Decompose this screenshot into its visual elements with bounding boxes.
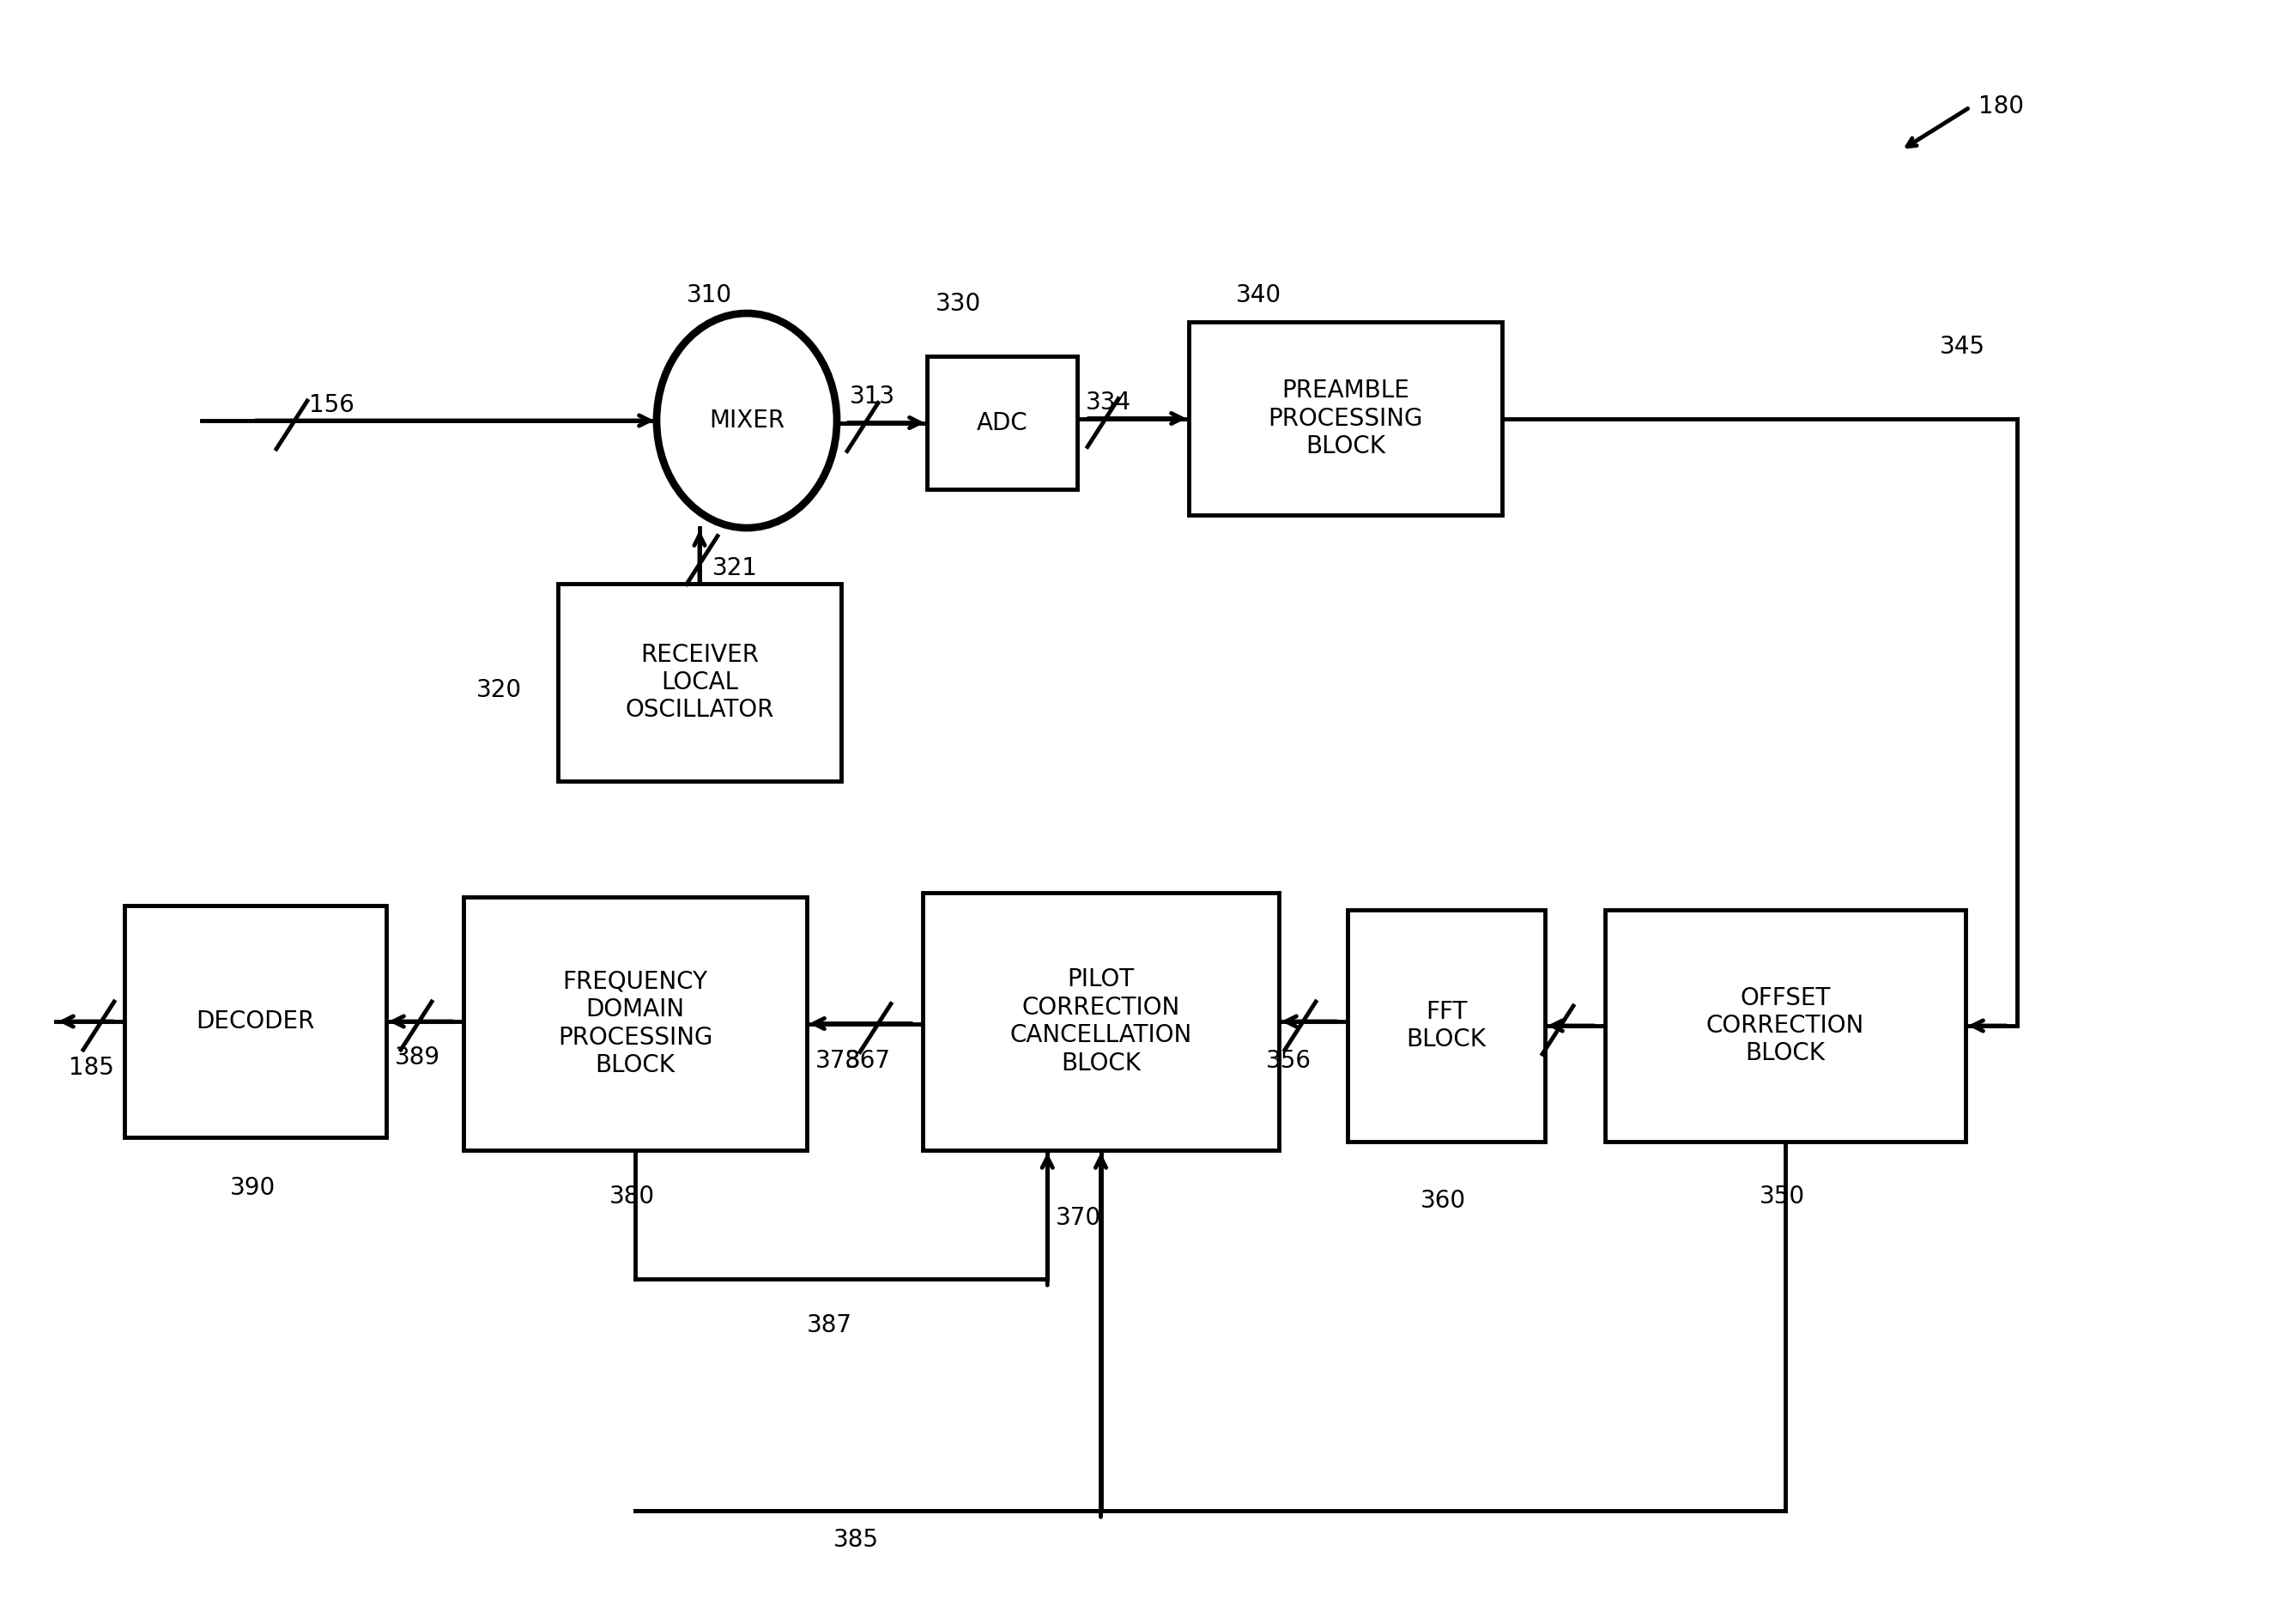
- Text: 380: 380: [608, 1184, 654, 1209]
- Text: 360: 360: [1421, 1189, 1467, 1214]
- Text: 378: 378: [815, 1048, 861, 1073]
- Text: FREQUENCY
DOMAIN
PROCESSING
BLOCK: FREQUENCY DOMAIN PROCESSING BLOCK: [558, 969, 712, 1078]
- Text: 345: 345: [1940, 335, 1986, 359]
- Text: OFFSET
CORRECTION
BLOCK: OFFSET CORRECTION BLOCK: [1706, 985, 1864, 1066]
- Bar: [923, 893, 1279, 1150]
- Text: 156: 156: [310, 393, 354, 417]
- Text: 321: 321: [712, 557, 758, 581]
- Bar: [558, 584, 840, 781]
- Text: DECODER: DECODER: [195, 1010, 315, 1034]
- Bar: [928, 356, 1077, 489]
- Text: 310: 310: [687, 283, 732, 307]
- Text: 330: 330: [934, 291, 980, 316]
- Text: 370: 370: [1056, 1205, 1102, 1230]
- Text: 367: 367: [845, 1048, 891, 1073]
- Text: 340: 340: [1235, 283, 1281, 307]
- Bar: [464, 896, 806, 1150]
- Text: ADC: ADC: [976, 411, 1029, 435]
- Text: FFT
BLOCK: FFT BLOCK: [1407, 1000, 1486, 1052]
- Text: 356: 356: [1265, 1048, 1311, 1073]
- Text: 180: 180: [1979, 94, 2023, 118]
- Text: 387: 387: [806, 1314, 852, 1338]
- Text: 350: 350: [1759, 1184, 1805, 1209]
- Text: 313: 313: [850, 385, 895, 409]
- Text: 385: 385: [833, 1527, 879, 1552]
- Bar: [1605, 909, 1965, 1142]
- Text: 185: 185: [69, 1057, 115, 1079]
- Bar: [1189, 322, 1502, 515]
- Text: 320: 320: [475, 678, 521, 702]
- Text: 390: 390: [230, 1176, 276, 1201]
- Text: RECEIVER
LOCAL
OSCILLATOR: RECEIVER LOCAL OSCILLATOR: [625, 642, 774, 722]
- Bar: [124, 906, 386, 1137]
- Text: 389: 389: [395, 1045, 441, 1069]
- Text: MIXER: MIXER: [709, 409, 785, 432]
- Bar: [1348, 909, 1545, 1142]
- Text: PILOT
CORRECTION
CANCELLATION
BLOCK: PILOT CORRECTION CANCELLATION BLOCK: [1010, 968, 1192, 1076]
- Text: PREAMBLE
PROCESSING
BLOCK: PREAMBLE PROCESSING BLOCK: [1267, 379, 1424, 458]
- Ellipse shape: [657, 314, 836, 527]
- Text: 334: 334: [1086, 390, 1132, 414]
